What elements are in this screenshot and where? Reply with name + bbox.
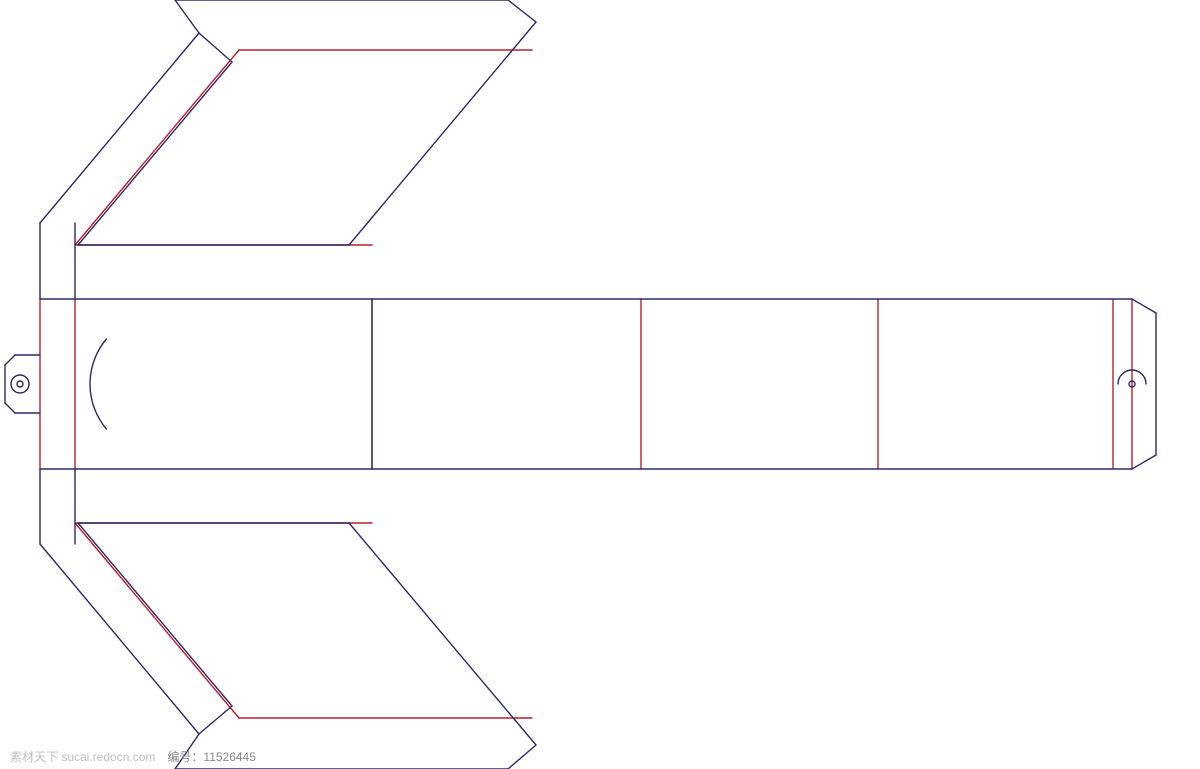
- id-label: 编号：: [167, 750, 203, 764]
- dieline-diagram: [0, 0, 1200, 769]
- id-block: 编号：11526445: [167, 748, 256, 765]
- id-value: 11526445: [203, 750, 256, 764]
- footer-bar: 素材天下 sucai.redocn.com 编号：11526445: [0, 744, 1200, 769]
- cut-lines: [5, 0, 1156, 769]
- brand-label: 素材天下 sucai.redocn.com: [10, 748, 155, 765]
- fold-lines: [40, 50, 1132, 718]
